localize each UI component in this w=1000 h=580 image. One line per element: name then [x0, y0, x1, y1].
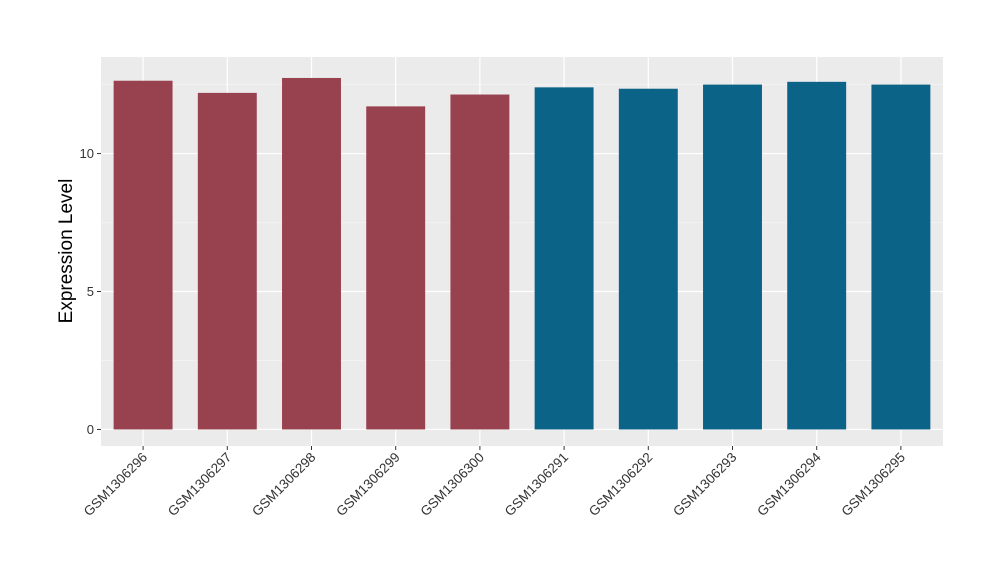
x-tick-label: GSM1306300 — [418, 450, 488, 520]
bar-gsm1306295 — [871, 84, 931, 430]
y-axis-title: Expression Level — [56, 179, 77, 324]
bars-layer — [113, 77, 931, 430]
y-axis: 0 5 10 — [80, 146, 101, 437]
x-tick-label: GSM1306298 — [249, 450, 319, 520]
x-tick-label: GSM1306292 — [586, 450, 656, 520]
x-tick-label: GSM1306291 — [502, 450, 572, 520]
y-tick-label: 10 — [80, 146, 94, 161]
x-tick-label: GSM1306295 — [839, 450, 909, 520]
x-tick-label: GSM1306293 — [670, 450, 740, 520]
x-tick-label: GSM1306294 — [754, 449, 824, 519]
x-tick-label: GSM1306297 — [165, 450, 235, 520]
bar-gsm1306296 — [113, 80, 173, 430]
bar-gsm1306293 — [703, 84, 762, 430]
y-tick-label: 5 — [87, 284, 94, 299]
bar-gsm1306291 — [534, 87, 594, 430]
bar-gsm1306300 — [450, 94, 510, 430]
bar-gsm1306299 — [366, 106, 426, 430]
bar-gsm1306292 — [618, 88, 678, 430]
x-tick-label: GSM1306299 — [333, 450, 403, 520]
bar-gsm1306294 — [787, 81, 847, 430]
x-axis: GSM1306296 GSM1306297 GSM1306298 GSM1306299… — [81, 446, 908, 519]
bar-gsm1306297 — [197, 92, 257, 430]
bar-gsm1306298 — [282, 77, 341, 430]
x-tick-label: GSM1306296 — [81, 450, 151, 520]
y-tick-label: 0 — [87, 422, 94, 437]
